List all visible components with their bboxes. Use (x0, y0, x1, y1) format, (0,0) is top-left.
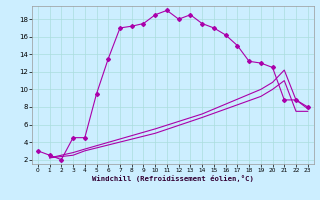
X-axis label: Windchill (Refroidissement éolien,°C): Windchill (Refroidissement éolien,°C) (92, 175, 254, 182)
